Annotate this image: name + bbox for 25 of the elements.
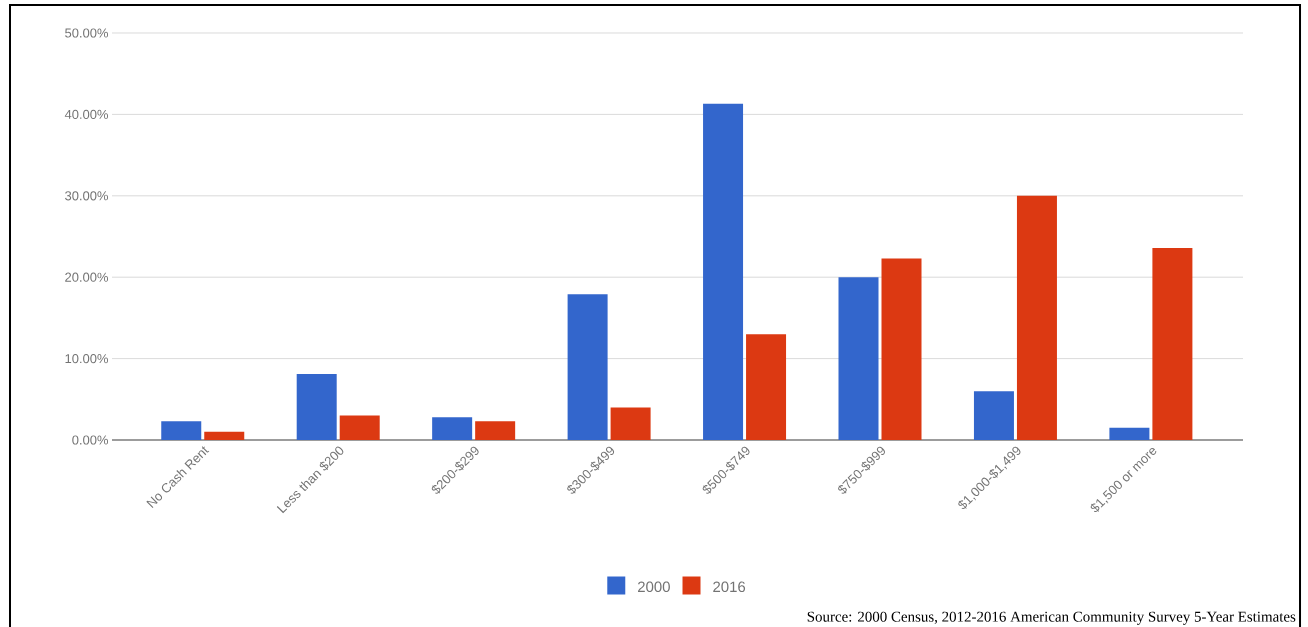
legend-label: 2000 <box>638 581 670 593</box>
bar <box>339 415 380 440</box>
bar <box>746 334 787 440</box>
bar <box>475 421 516 440</box>
bar <box>296 374 337 440</box>
bar <box>610 407 651 440</box>
bar <box>432 417 473 440</box>
y-tick-label: 30.00% <box>65 191 109 201</box>
bar <box>973 391 1014 440</box>
bar <box>567 294 608 440</box>
y-tick-label: 50.00% <box>65 28 109 38</box>
y-tick-label: 10.00% <box>65 354 109 364</box>
bar <box>1016 195 1057 440</box>
y-tick-label: 20.00% <box>65 272 109 282</box>
bar <box>204 431 245 440</box>
bar <box>838 277 879 440</box>
legend-label: 2016 <box>713 581 746 593</box>
y-tick-label: 0.00% <box>72 435 109 445</box>
bar <box>1109 427 1150 440</box>
y-tick-label: 40.00% <box>64 109 109 119</box>
bar <box>703 103 744 440</box>
source-note: Source: 2000 Census, 2012-2016 American Community Survey 5-Year Estimates <box>807 611 1296 625</box>
bar <box>881 258 922 440</box>
bar <box>1152 247 1193 440</box>
bar <box>161 421 202 440</box>
